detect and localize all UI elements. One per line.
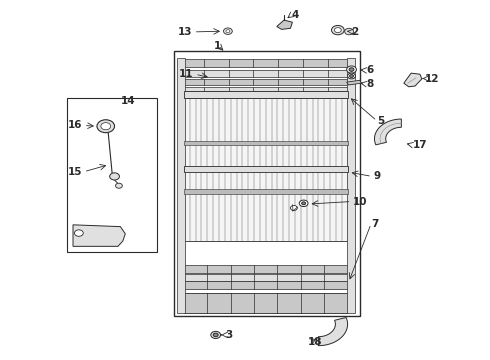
Circle shape bbox=[299, 200, 308, 207]
Circle shape bbox=[97, 120, 115, 133]
Circle shape bbox=[346, 66, 356, 73]
Text: 7: 7 bbox=[371, 219, 378, 229]
Text: 12: 12 bbox=[424, 73, 439, 84]
Text: 9: 9 bbox=[373, 171, 380, 181]
Text: 3: 3 bbox=[225, 330, 233, 340]
Circle shape bbox=[110, 173, 120, 180]
Circle shape bbox=[334, 28, 341, 33]
Polygon shape bbox=[374, 119, 401, 145]
Circle shape bbox=[211, 331, 220, 338]
Bar bbox=[67, 98, 157, 252]
Circle shape bbox=[223, 28, 232, 35]
Text: 17: 17 bbox=[413, 140, 427, 150]
Text: 13: 13 bbox=[178, 27, 192, 37]
Bar bbox=[184, 98, 347, 241]
Polygon shape bbox=[73, 225, 125, 246]
Bar bbox=[184, 91, 347, 98]
Polygon shape bbox=[277, 20, 293, 30]
Text: 1: 1 bbox=[214, 41, 221, 50]
Bar bbox=[176, 58, 185, 313]
Bar bbox=[179, 70, 352, 77]
Text: 6: 6 bbox=[366, 65, 373, 75]
Circle shape bbox=[331, 26, 344, 35]
Circle shape bbox=[116, 183, 122, 188]
Text: 16: 16 bbox=[68, 121, 83, 130]
Circle shape bbox=[291, 206, 297, 211]
Text: 8: 8 bbox=[366, 79, 373, 89]
Text: 18: 18 bbox=[308, 337, 322, 347]
Circle shape bbox=[226, 30, 230, 33]
Text: 11: 11 bbox=[179, 69, 194, 79]
Text: 15: 15 bbox=[68, 167, 83, 177]
Bar bbox=[346, 58, 355, 313]
Polygon shape bbox=[346, 80, 361, 85]
Bar bbox=[184, 274, 347, 282]
Bar bbox=[179, 78, 352, 85]
Bar bbox=[184, 189, 347, 194]
Circle shape bbox=[101, 123, 111, 130]
Circle shape bbox=[302, 202, 306, 205]
Text: 14: 14 bbox=[121, 96, 135, 106]
Bar bbox=[179, 87, 352, 91]
Polygon shape bbox=[318, 318, 347, 346]
Bar bbox=[184, 282, 347, 289]
Text: 4: 4 bbox=[292, 10, 299, 20]
Circle shape bbox=[344, 28, 353, 35]
Circle shape bbox=[347, 73, 355, 79]
Circle shape bbox=[213, 333, 218, 337]
Circle shape bbox=[349, 68, 354, 71]
Bar bbox=[184, 293, 347, 313]
Circle shape bbox=[349, 75, 353, 77]
Text: 2: 2 bbox=[351, 27, 359, 36]
Circle shape bbox=[74, 230, 83, 236]
Bar bbox=[179, 59, 352, 67]
Text: 5: 5 bbox=[377, 116, 384, 126]
Text: 10: 10 bbox=[352, 197, 367, 207]
Polygon shape bbox=[404, 73, 422, 87]
Bar bbox=[174, 51, 360, 316]
Bar bbox=[184, 265, 347, 273]
Bar bbox=[184, 166, 347, 172]
Bar bbox=[184, 140, 347, 145]
